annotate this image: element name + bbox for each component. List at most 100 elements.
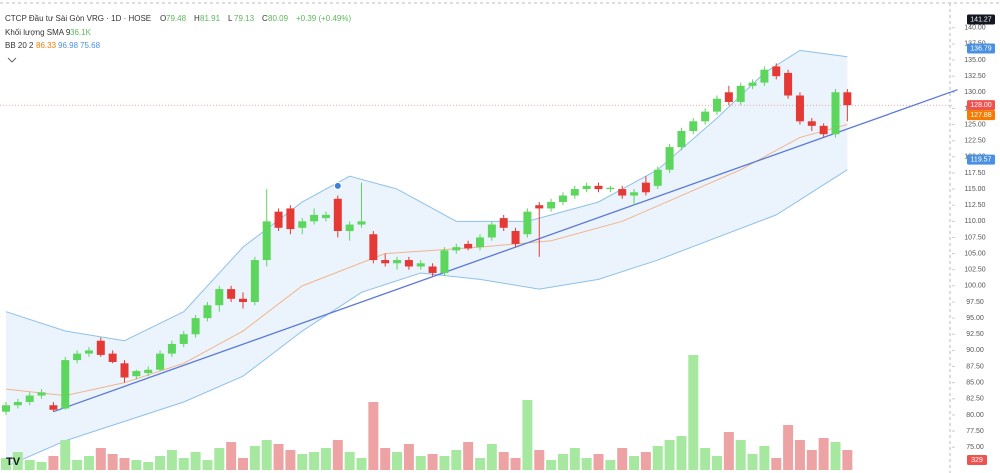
volume-bar <box>605 460 616 470</box>
price-badge-label: 128.00 <box>970 102 992 109</box>
volume-bar <box>439 456 450 470</box>
bb-legend: BB 20 2 <box>5 41 34 50</box>
volume-bar <box>60 440 71 470</box>
volume-badge-label: 329 <box>971 457 983 464</box>
y-tick-label: 105.00 <box>964 250 986 257</box>
candle-body <box>416 263 425 267</box>
volume-bar <box>818 438 829 470</box>
price-badge-label: 141.27 <box>970 16 992 23</box>
volume-bar <box>214 448 225 470</box>
price-badge <box>967 110 995 121</box>
volume-bar <box>652 446 663 470</box>
volume-bar <box>475 458 485 470</box>
candle-body <box>167 343 176 354</box>
volume-bar <box>392 452 403 470</box>
volume-bar <box>131 460 142 470</box>
y-tick-label: 90.00 <box>966 347 984 354</box>
volume-bar <box>332 440 343 470</box>
candle-body <box>108 353 117 363</box>
ohlc-value: 79.13 <box>234 14 255 23</box>
y-tick-label: 115.00 <box>965 186 986 193</box>
volume-bar <box>688 355 699 470</box>
volume-bar <box>534 450 545 470</box>
candle-body <box>49 405 58 410</box>
candle-body <box>61 360 70 409</box>
volume-bar <box>356 458 367 470</box>
candle-body <box>523 211 532 235</box>
candle-body <box>274 211 283 228</box>
price-badge <box>967 154 995 165</box>
candle-body <box>641 182 650 193</box>
candle-body <box>736 85 745 102</box>
volume-legend-value: 36.1K <box>70 28 92 37</box>
volume-bar <box>273 444 284 470</box>
ohlc-key: L <box>228 14 233 23</box>
volume-bar <box>309 452 320 470</box>
ohlc-value: 80.09 <box>268 14 289 23</box>
y-tick-label: 77.50 <box>966 428 984 435</box>
volume-bar <box>415 456 426 470</box>
bb-legend-value: 96.98 <box>58 41 79 50</box>
volume-bar <box>368 402 379 470</box>
volume-bar <box>486 444 497 470</box>
volume-bar <box>427 454 438 470</box>
candle-body <box>156 353 165 370</box>
candle-body <box>594 185 603 190</box>
volume-bar <box>794 440 805 470</box>
event-marker <box>333 181 342 190</box>
y-tick-label: 102.50 <box>964 267 986 274</box>
collapse-icon[interactable] <box>7 57 17 63</box>
volume-bar <box>238 458 248 470</box>
volume-bar <box>12 452 23 470</box>
y-tick-label: 117.50 <box>965 170 986 177</box>
y-tick-label: 110.00 <box>965 218 986 225</box>
y-tick-label: 130.00 <box>964 89 986 96</box>
volume-bar <box>700 448 711 470</box>
candle-body <box>665 147 674 170</box>
volume-legend: Khối lượng SMA 9 <box>5 28 71 37</box>
candle-body <box>713 98 721 112</box>
candle-body <box>582 185 591 190</box>
ohlc-key: O <box>160 14 166 23</box>
volume-bar <box>522 400 533 470</box>
y-tick-label: 80.00 <box>966 412 984 419</box>
ohlc-change: +0.39 (+0.49%) <box>296 14 351 23</box>
y-tick-label: 107.50 <box>964 234 986 241</box>
candle-body <box>701 111 710 122</box>
volume-bar <box>723 432 734 470</box>
candle-body <box>558 195 567 202</box>
y-tick-label: 87.50 <box>966 363 984 370</box>
candle-body <box>795 95 804 122</box>
volume-bar <box>36 462 47 470</box>
candle-body <box>630 192 639 196</box>
y-tick-label: 85.00 <box>966 380 984 387</box>
volume-bar <box>771 458 782 470</box>
candle-body <box>321 214 330 219</box>
candle-body <box>298 221 307 228</box>
candle-body <box>262 221 271 261</box>
volume-bar <box>178 458 189 470</box>
candle-body <box>724 92 733 102</box>
candle-body <box>689 121 698 131</box>
logo: TV <box>6 456 21 468</box>
candle-body <box>428 266 437 273</box>
candle-body <box>13 402 22 406</box>
ohlc-key: H <box>194 14 200 23</box>
candle-body <box>677 130 686 148</box>
price-badge <box>967 43 995 54</box>
candle-body <box>440 250 449 273</box>
volume-bar <box>48 456 59 470</box>
y-tick-label: 92.50 <box>966 331 984 338</box>
candle-body <box>381 260 390 264</box>
candle-body <box>476 237 484 248</box>
candle-body <box>760 69 769 83</box>
legend: CTCP Đầu tư Sài Gòn VRG · 1D · HOSE O 79.… <box>5 14 351 50</box>
volume-bar <box>202 460 213 470</box>
candle-body <box>452 247 461 251</box>
volume-bar <box>155 456 166 470</box>
volume-bar <box>842 450 853 470</box>
volume-bar <box>629 456 640 470</box>
volume-bar <box>593 454 604 470</box>
volume-bar <box>95 448 106 470</box>
volume-bar <box>320 448 331 470</box>
